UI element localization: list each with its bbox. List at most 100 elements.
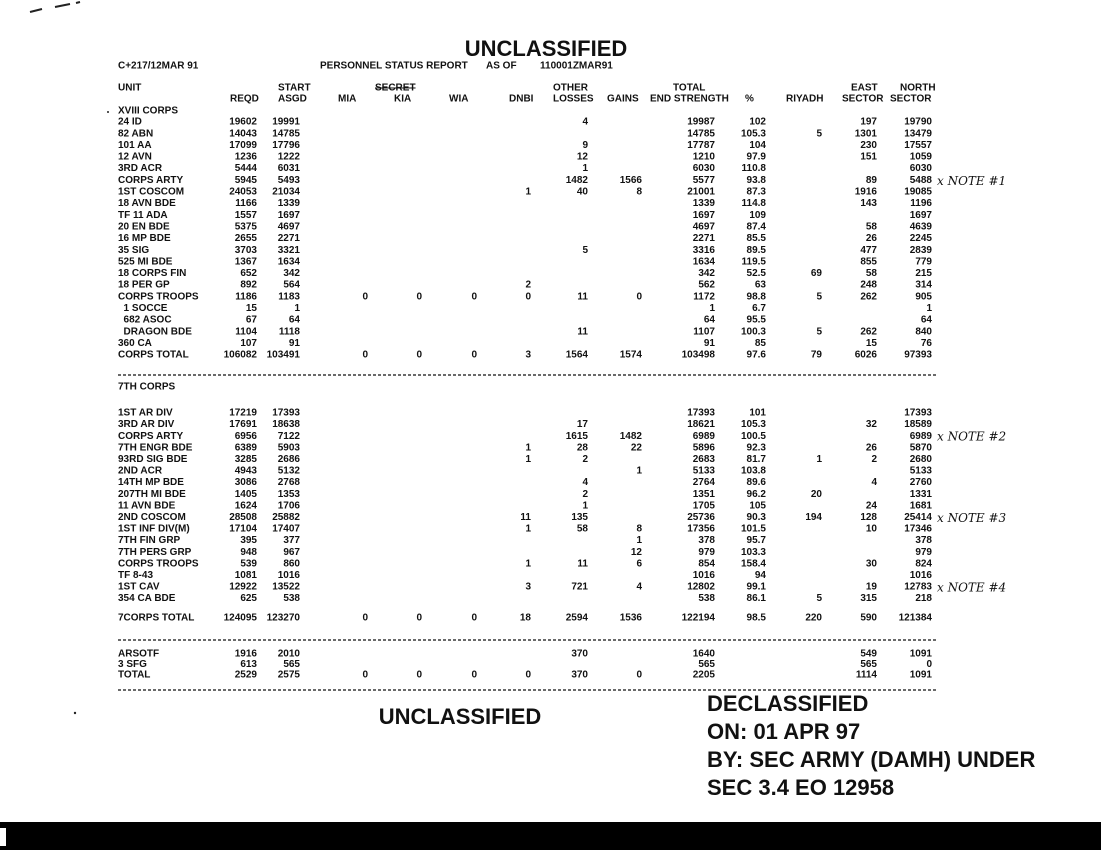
cell: 12802 bbox=[687, 582, 715, 593]
unit-name: 682 ASOC bbox=[118, 315, 172, 326]
unit-name: 93RD SIG BDE bbox=[118, 454, 188, 465]
cell: 378 bbox=[698, 535, 715, 546]
cell: 17104 bbox=[229, 524, 257, 535]
cell: 1016 bbox=[910, 570, 933, 581]
cell: 1222 bbox=[278, 152, 301, 163]
cell: 8 bbox=[636, 524, 642, 535]
cell: 248 bbox=[860, 280, 877, 291]
cell: 6989 bbox=[693, 431, 716, 442]
cell: 151 bbox=[860, 152, 877, 163]
col-header: NORTH bbox=[900, 83, 936, 94]
cell: 4 bbox=[582, 477, 588, 488]
cell: 562 bbox=[698, 280, 715, 291]
unit-name: 207TH MI BDE bbox=[118, 489, 186, 500]
cell: 6389 bbox=[235, 442, 258, 453]
cell: 4 bbox=[636, 582, 642, 593]
cell: 97.9 bbox=[747, 152, 767, 163]
cell: 613 bbox=[240, 659, 257, 670]
cell: 840 bbox=[915, 326, 932, 337]
cell: 0 bbox=[362, 350, 368, 361]
cell: 564 bbox=[283, 280, 300, 291]
cell: 1183 bbox=[278, 291, 300, 302]
cell: 370 bbox=[571, 670, 588, 681]
cell: 262 bbox=[860, 291, 877, 302]
cell: 20 bbox=[811, 489, 823, 500]
cell: 0 bbox=[416, 670, 422, 681]
cell: 12 bbox=[577, 152, 589, 163]
cell: 5 bbox=[816, 326, 822, 337]
unit-name: 11 AVN BDE bbox=[118, 500, 176, 511]
cell: 1 bbox=[926, 303, 932, 314]
cell: 19602 bbox=[229, 117, 257, 128]
cell: 1166 bbox=[235, 198, 257, 209]
cell: 17691 bbox=[229, 419, 257, 430]
cell: 5444 bbox=[235, 163, 258, 174]
cell: 28508 bbox=[229, 512, 257, 523]
cell: 97.6 bbox=[747, 350, 767, 361]
cell: 892 bbox=[240, 280, 257, 291]
cell: 6.7 bbox=[752, 303, 766, 314]
cell: 395 bbox=[240, 535, 257, 546]
cell: 58 bbox=[866, 221, 878, 232]
cell: 0 bbox=[471, 613, 477, 624]
cell: 18621 bbox=[687, 419, 715, 430]
cell: 2839 bbox=[910, 245, 933, 256]
unit-name: 3 SFG bbox=[118, 659, 147, 670]
cell: 103498 bbox=[682, 350, 716, 361]
handwritten-note: x NOTE #1 bbox=[937, 174, 1006, 188]
cell: 158.4 bbox=[741, 558, 766, 569]
col-header: MIA bbox=[338, 94, 356, 105]
cell: 1 bbox=[582, 163, 588, 174]
cell: 19991 bbox=[272, 117, 300, 128]
cell: 565 bbox=[283, 659, 300, 670]
cell: 91 bbox=[289, 338, 301, 349]
cell: 652 bbox=[240, 268, 257, 279]
cell: 3 bbox=[525, 350, 531, 361]
cell: 477 bbox=[860, 245, 877, 256]
cell: 314 bbox=[915, 280, 932, 291]
declass-line: ON: 01 APR 97 bbox=[707, 719, 860, 744]
cell: 5896 bbox=[693, 442, 716, 453]
cell: 1351 bbox=[693, 489, 716, 500]
cell: 102 bbox=[749, 117, 766, 128]
cell: 315 bbox=[860, 593, 877, 604]
cell: 11 bbox=[520, 512, 531, 523]
col-header: SECTOR bbox=[842, 94, 884, 105]
unit-name: 7TH FIN GRP bbox=[118, 535, 181, 546]
cell: 89.6 bbox=[747, 477, 767, 488]
cell: 92.3 bbox=[747, 442, 767, 453]
cell: 0 bbox=[636, 291, 642, 302]
cell: 860 bbox=[283, 558, 300, 569]
unit-name: 101 AA bbox=[118, 140, 152, 151]
unit-name: 1ST INF DIV(M) bbox=[118, 524, 190, 535]
cell: 1 bbox=[525, 524, 531, 535]
cell: 0 bbox=[416, 291, 422, 302]
cell: 855 bbox=[860, 256, 877, 267]
unit-name: TF 11 ADA bbox=[118, 210, 168, 221]
cell: 538 bbox=[698, 593, 715, 604]
cell: 25882 bbox=[272, 512, 300, 523]
cell: 13522 bbox=[272, 582, 300, 593]
cell: 122194 bbox=[682, 613, 716, 624]
cell: 67 bbox=[246, 315, 258, 326]
cell: 262 bbox=[860, 326, 877, 337]
cell: 1697 bbox=[278, 210, 301, 221]
cell: 1081 bbox=[235, 570, 258, 581]
cell: 378 bbox=[915, 535, 932, 546]
cell: 22 bbox=[631, 442, 643, 453]
cell: 3321 bbox=[278, 245, 301, 256]
cell: 2205 bbox=[693, 670, 716, 681]
cell: 6026 bbox=[855, 350, 878, 361]
cell: 0 bbox=[362, 613, 368, 624]
cell: 1016 bbox=[693, 570, 716, 581]
cell: 1615 bbox=[566, 431, 589, 442]
cell: 854 bbox=[698, 558, 715, 569]
cell: 15 bbox=[866, 338, 878, 349]
cell: 124095 bbox=[224, 613, 258, 624]
cell: 0 bbox=[926, 659, 932, 670]
col-header: EAST bbox=[851, 83, 878, 94]
unit-name: 3RD ACR bbox=[118, 163, 163, 174]
cell: 1564 bbox=[566, 350, 589, 361]
cell: 1104 bbox=[235, 326, 257, 337]
cell: 17557 bbox=[904, 140, 932, 151]
